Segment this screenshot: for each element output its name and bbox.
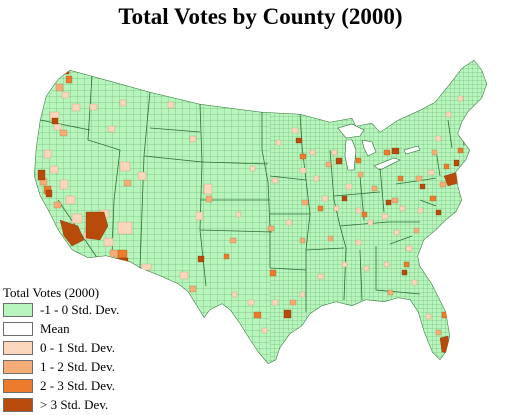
lake-michigan (344, 139, 357, 171)
legend-label: 0 - 1 Std. Dev. (40, 340, 115, 355)
legend-title: Total Votes (2000) (3, 285, 100, 300)
legend-swatch (3, 360, 33, 374)
legend-swatch (3, 379, 33, 393)
legend-label: 1 - 2 Std. Dev. (40, 359, 115, 374)
lake-superior (337, 123, 365, 139)
legend-label: 2 - 3 Std. Dev. (40, 378, 115, 393)
legend-item: Mean (0, 320, 170, 339)
legend-swatch (3, 398, 33, 412)
state-borders (39, 75, 465, 312)
legend-label: Mean (40, 321, 70, 336)
legend-item: 0 - 1 Std. Dev. (0, 339, 170, 358)
legend-label: > 3 Std. Dev. (40, 397, 109, 412)
legend-swatch (3, 303, 33, 317)
legend-label: -1 - 0 Std. Dev. (40, 302, 120, 317)
legend-item: > 3 Std. Dev. (0, 396, 170, 415)
map-title: Total Votes by County (2000) (118, 4, 403, 29)
lake-ontario (403, 145, 421, 155)
legend-item: 1 - 2 Std. Dev. (0, 358, 170, 377)
legend-item: 2 - 3 Std. Dev. (0, 377, 170, 396)
lake-erie (373, 157, 401, 171)
legend-swatch (3, 322, 33, 336)
map-legend: Total Votes (2000) -1 - 0 Std. Dev. Mean… (0, 284, 170, 415)
lake-huron (361, 139, 377, 157)
legend-swatch (3, 341, 33, 355)
legend-item: -1 - 0 Std. Dev. (0, 301, 170, 320)
